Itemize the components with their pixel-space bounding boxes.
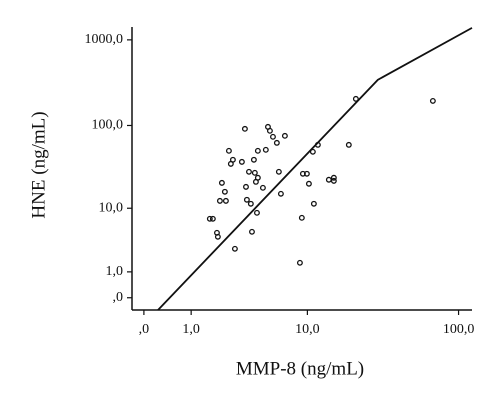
point [247,200,254,207]
point [231,245,238,252]
y-tick-label: 1,0 [106,264,124,279]
point [330,174,337,181]
point [238,158,245,165]
point [273,139,280,146]
point [330,177,337,184]
y-tick-label: 1000,0 [85,32,124,47]
point [314,141,321,148]
point [345,141,352,148]
point [218,179,225,186]
point [249,228,255,235]
point [254,209,260,216]
point [259,184,266,191]
point [209,215,216,222]
x-tick-label: ,0 [139,322,150,337]
x-tick-label: 10,0 [295,322,320,337]
point [243,196,250,203]
x-axis-label: MMP-8 (ng/mL) [236,358,364,379]
point [206,215,213,222]
point [277,190,284,197]
point [266,127,273,134]
point [298,214,305,221]
x-tick-label: 1,0 [182,322,200,337]
point [243,183,249,190]
point [222,197,229,204]
point [429,97,436,104]
point [281,132,288,139]
point [251,169,258,176]
y-tick-label: 10,0 [99,200,124,215]
point [270,133,276,140]
point [310,200,317,207]
point [214,233,221,240]
point [309,148,316,155]
point [254,174,261,181]
point [241,125,248,132]
point [216,197,223,204]
point [246,168,252,175]
fit-line [157,27,473,311]
x-tick-label: 100,0 [443,322,475,337]
point [229,156,236,163]
point [262,146,269,153]
point [250,156,257,163]
y-axis-label: HNE (ng/mL) [28,111,49,218]
point [303,170,310,177]
point [225,147,232,154]
point [296,259,303,266]
point [275,168,282,175]
point [221,188,228,195]
point [352,95,359,102]
point [305,180,312,187]
point [325,176,332,183]
y-tick-label: 100,0 [92,118,124,133]
y-tick-label: ,0 [113,290,124,305]
point [254,147,261,154]
